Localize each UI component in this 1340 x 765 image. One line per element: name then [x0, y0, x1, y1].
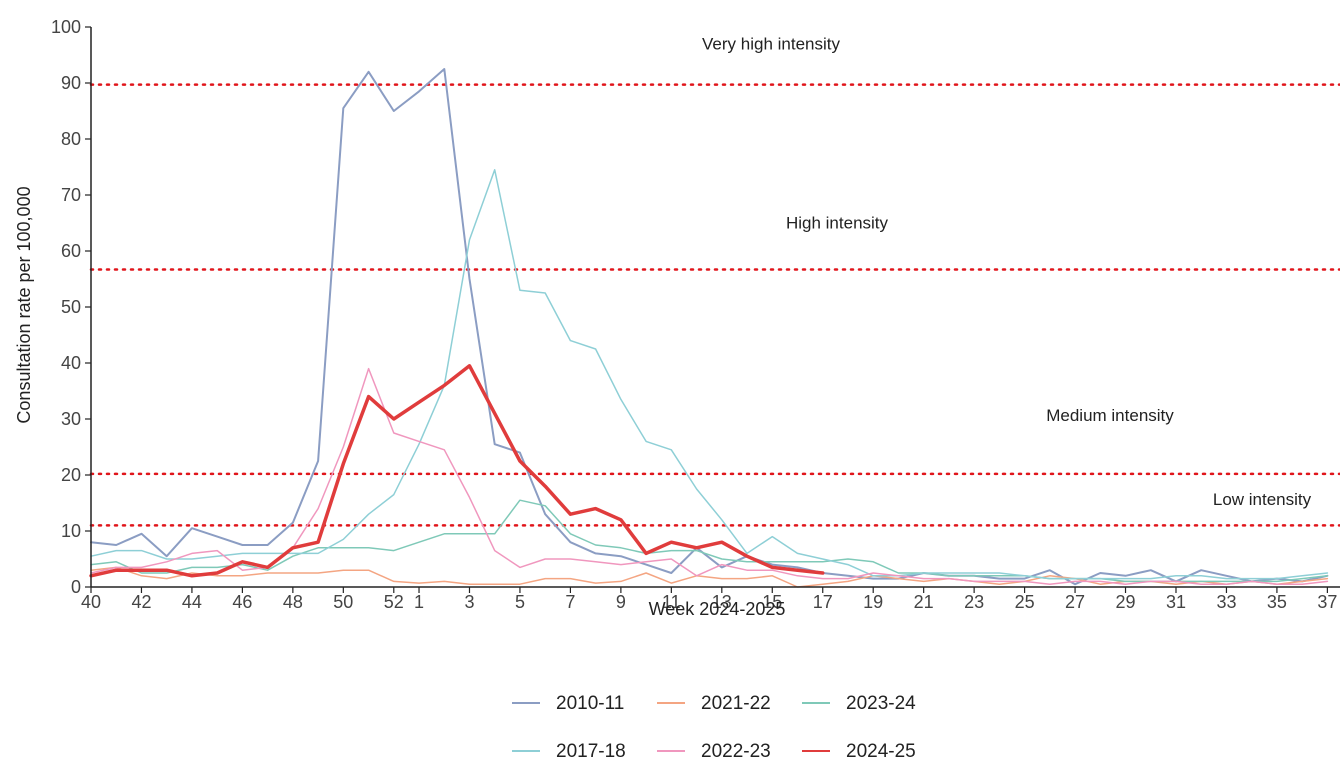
legend: 2010-11 2021-22 2023-24 2017-18 2022-23 2024-…	[512, 693, 916, 762]
x-tick-label: 52	[384, 592, 404, 612]
x-tick-label: 19	[863, 592, 883, 612]
x-tick-label: 7	[565, 592, 575, 612]
x-tick-label: 17	[813, 592, 833, 612]
legend-item: 2017-18	[512, 741, 626, 762]
series-line-2010-11	[90, 68, 1329, 586]
x-tick-label: 29	[1116, 592, 1136, 612]
legend-item: 2024-25	[802, 741, 916, 762]
threshold-label: Low intensity	[1213, 490, 1312, 509]
x-axis-label: Week 2024-2025	[649, 599, 786, 619]
legend-item: 2022-23	[657, 741, 771, 762]
series-lines	[89, 68, 1329, 588]
threshold-label: Very high intensity	[702, 34, 840, 53]
series-line-2023-24	[90, 499, 1329, 583]
x-tick-label: 23	[964, 592, 984, 612]
legend-label: 2021-22	[701, 693, 771, 714]
x-tick-label: 1	[414, 592, 424, 612]
y-axis-label: Consultation rate per 100,000	[14, 186, 34, 423]
x-tick-label: 9	[616, 592, 626, 612]
legend-label: 2022-23	[701, 741, 771, 762]
y-tick-label: 30	[61, 409, 81, 429]
legend-label: 2010-11	[556, 693, 624, 714]
x-tick-label: 11	[662, 592, 681, 612]
y-tick-label: 70	[61, 185, 81, 205]
series-line-2017-18	[90, 169, 1329, 580]
x-tick-label: 31	[1166, 592, 1186, 612]
legend-item: 2023-24	[802, 693, 916, 714]
y-tick-label: 50	[61, 297, 81, 317]
y-tick-label: 40	[61, 353, 81, 373]
x-tick-label: 13	[712, 592, 732, 612]
legend-label: 2024-25	[846, 741, 916, 762]
y-tick-label: 90	[61, 73, 81, 93]
y-tick-label: 60	[61, 241, 81, 261]
x-tick-label: 42	[131, 592, 151, 612]
x-ticks: 40 42 44 46 48 50 52 1 3 5 7 9 11 13 15 17 19 21 23 25 27 29 3…	[81, 587, 1337, 612]
threshold-label: High intensity	[786, 214, 889, 233]
x-tick-label: 27	[1065, 592, 1085, 612]
threshold-lines: Low intensity Medium intensity High intens…	[89, 34, 1340, 527]
y-ticks: 0 10 20 30 40 50 60 70 80 90 100	[51, 17, 91, 597]
y-tick-label: 20	[61, 465, 81, 485]
x-tick-label: 21	[914, 592, 934, 612]
legend-label: 2023-24	[846, 693, 916, 714]
series-line-2021-22	[90, 566, 1329, 588]
x-tick-label: 35	[1267, 592, 1287, 612]
legend-label: 2017-18	[556, 741, 626, 762]
y-tick-label: 10	[61, 521, 81, 541]
series-line-2024-25	[89, 364, 825, 578]
x-tick-label: 5	[515, 592, 525, 612]
x-tick-label: 15	[762, 592, 782, 612]
y-tick-label: 100	[51, 17, 81, 37]
y-tick-label: 80	[61, 129, 81, 149]
x-tick-label: 25	[1015, 592, 1035, 612]
x-tick-label: 40	[81, 592, 101, 612]
y-tick-label: 0	[71, 577, 81, 597]
x-tick-label: 37	[1317, 592, 1337, 612]
x-tick-label: 3	[464, 592, 474, 612]
x-tick-label: 46	[232, 592, 252, 612]
x-tick-label: 44	[182, 592, 202, 612]
legend-item: 2010-11	[512, 693, 624, 714]
x-tick-label: 48	[283, 592, 303, 612]
legend-item: 2021-22	[657, 693, 771, 714]
threshold-label: Medium intensity	[1046, 406, 1174, 425]
x-tick-label: 33	[1216, 592, 1236, 612]
x-tick-label: 50	[333, 592, 353, 612]
series-line-2022-23	[90, 367, 1329, 585]
